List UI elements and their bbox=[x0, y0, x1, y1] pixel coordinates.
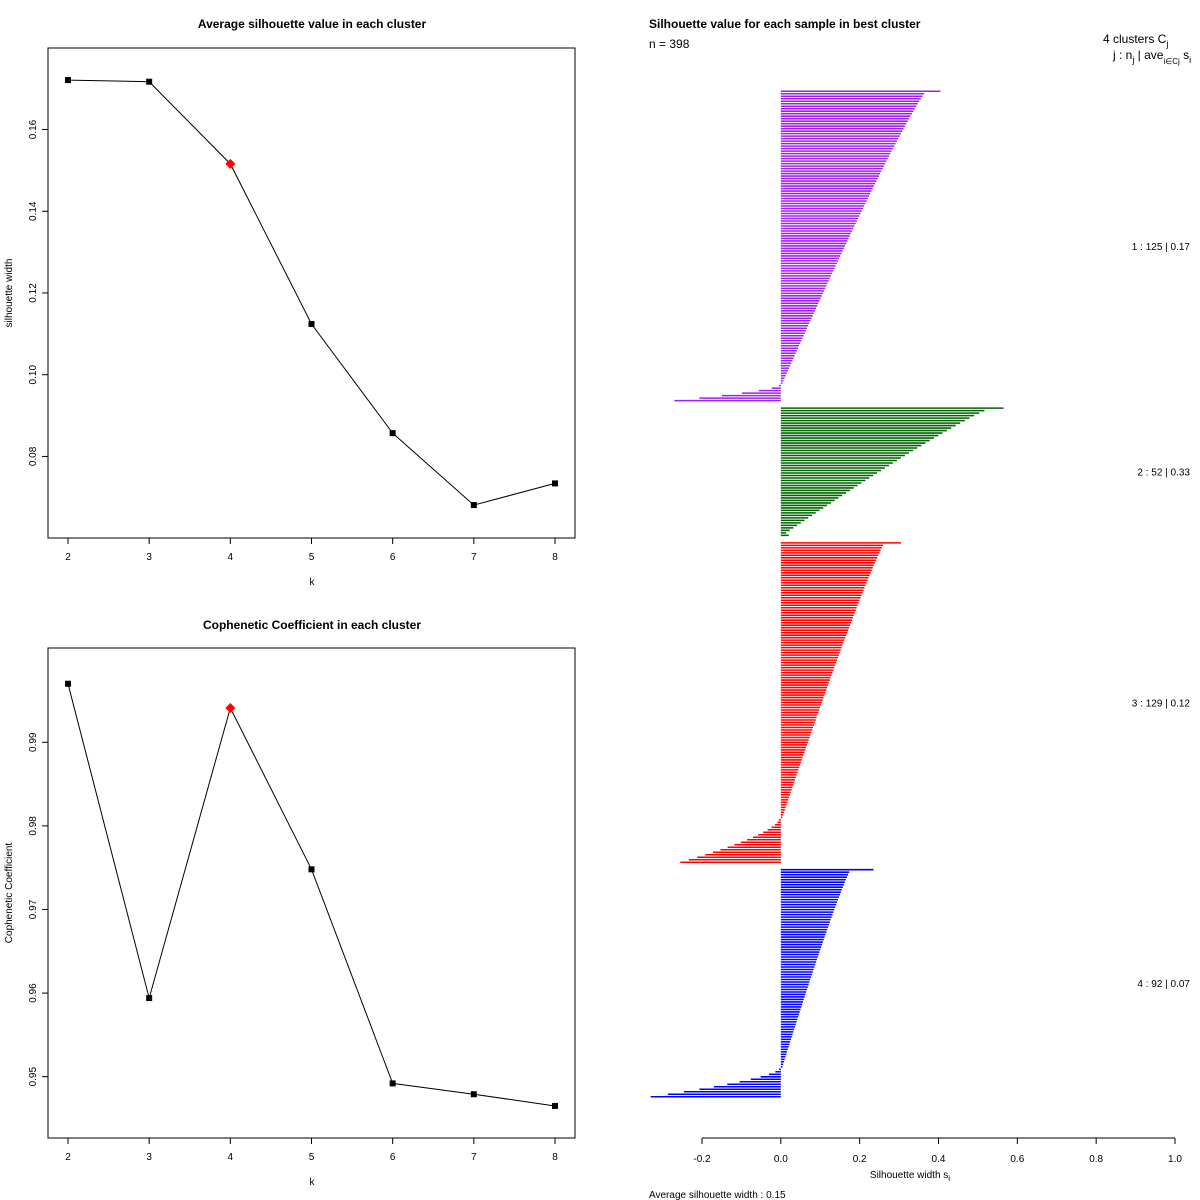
cluster-label-1: 1 : 125 | 0.17 bbox=[1132, 242, 1191, 253]
silhouette-line-chart: Average silhouette value in each cluster… bbox=[4, 17, 576, 588]
chart1-yticks: 0.08 0.10 0.12 0.14 0.16 bbox=[28, 119, 48, 466]
chart3-header-line2: j : nj | avei∈Cj si bbox=[1112, 48, 1191, 66]
chart2-title: Cophenetic Coefficient in each cluster bbox=[203, 618, 421, 632]
chart1-xticks: 2 3 4 5 6 7 8 bbox=[65, 538, 558, 563]
chart2-xtick-label: 6 bbox=[390, 1152, 396, 1163]
chart1-data-point bbox=[552, 480, 558, 487]
chart1-data-point bbox=[470, 502, 477, 509]
chart1-ytick-label: 0.10 bbox=[28, 365, 39, 385]
chart2-ytick-label: 0.99 bbox=[28, 732, 39, 752]
chart1-xtick-label: 7 bbox=[471, 552, 477, 563]
chart2-highlight-point bbox=[225, 702, 236, 713]
chart1-ylabel: silhouette width bbox=[4, 259, 15, 328]
chart2-xtick-label: 7 bbox=[471, 1152, 477, 1163]
chart1-xtick-label: 5 bbox=[309, 552, 315, 563]
chart2-data-point bbox=[389, 1080, 396, 1087]
chart1-xlabel: k bbox=[310, 577, 316, 588]
chart1-data-point bbox=[65, 77, 71, 84]
chart1-data-point bbox=[146, 78, 153, 85]
chart3-title: Silhouette value for each sample in best… bbox=[649, 17, 921, 31]
chart3-xtick-label: -0.2 bbox=[693, 1154, 711, 1165]
chart1-data-point bbox=[389, 430, 396, 437]
chart2-xtick-label: 3 bbox=[146, 1152, 152, 1163]
chart1-ytick-label: 0.08 bbox=[28, 446, 39, 466]
chart1-series bbox=[65, 77, 558, 509]
chart1-xtick-label: 2 bbox=[65, 552, 71, 563]
chart2-data-point bbox=[146, 995, 153, 1002]
cluster-label-3: 3 : 129 | 0.12 bbox=[1132, 699, 1191, 710]
cophenetic-line-chart: Cophenetic Coefficient in each cluster k… bbox=[4, 618, 576, 1188]
chart3-xtick-label: 0.2 bbox=[853, 1154, 867, 1165]
chart2-xticks: 2 3 4 5 6 7 8 bbox=[65, 1138, 558, 1163]
chart3-xtick-label: 0.6 bbox=[1010, 1154, 1024, 1165]
chart1-highlight-point bbox=[225, 158, 236, 169]
chart2-ytick-label: 0.98 bbox=[28, 816, 39, 836]
chart3-xtick-label: 1.0 bbox=[1168, 1154, 1182, 1165]
chart1-xtick-label: 8 bbox=[552, 552, 558, 563]
chart3-header-line1: 4 clusters Cj bbox=[1103, 32, 1168, 49]
chart3-xtick-label: 0.0 bbox=[774, 1154, 788, 1165]
cluster-label-4: 4 : 92 | 0.07 bbox=[1137, 979, 1190, 990]
chart2-xtick-label: 8 bbox=[552, 1152, 558, 1163]
chart2-yticks: 0.95 0.96 0.97 0.98 0.99 bbox=[28, 732, 48, 1086]
chart2-series bbox=[65, 680, 558, 1109]
chart2-data-point bbox=[552, 1102, 558, 1109]
chart2-ylabel: Cophenetic Coefficient bbox=[4, 843, 15, 944]
chart2-ytick-label: 0.96 bbox=[28, 983, 39, 1003]
chart3-xtick-label: 0.8 bbox=[1089, 1154, 1103, 1165]
chart2-data-point bbox=[470, 1091, 477, 1098]
chart1-plot-box bbox=[47, 47, 576, 539]
chart3-xticks: -0.2 0.0 0.2 0.4 0.6 0.8 1.0 bbox=[693, 1138, 1182, 1165]
chart3-n-label: n = 398 bbox=[649, 37, 690, 51]
chart2-data-point bbox=[308, 866, 315, 873]
cluster-label-2: 2 : 52 | 0.33 bbox=[1137, 468, 1190, 479]
chart1-ytick-label: 0.16 bbox=[28, 119, 39, 139]
chart3-xlabel: Silhouette width si bbox=[870, 1170, 950, 1183]
chart3-bars bbox=[650, 90, 1004, 1098]
chart2-xtick-label: 4 bbox=[228, 1152, 234, 1163]
chart1-data-point bbox=[308, 321, 315, 328]
chart1-xtick-label: 3 bbox=[146, 552, 152, 563]
chart2-xlabel: k bbox=[310, 1177, 316, 1188]
chart2-ytick-label: 0.97 bbox=[28, 899, 39, 919]
chart1-xtick-label: 4 bbox=[228, 552, 234, 563]
chart1-series-line bbox=[67, 79, 556, 506]
chart2-plot-box bbox=[47, 647, 576, 1139]
chart2-series-line bbox=[67, 683, 556, 1107]
chart2-xtick-label: 5 bbox=[309, 1152, 315, 1163]
chart1-xtick-label: 6 bbox=[390, 552, 396, 563]
chart2-data-point bbox=[65, 680, 71, 687]
silhouette-bar-chart: Silhouette value for each sample in best… bbox=[649, 17, 1191, 1200]
chart2-xtick-label: 2 bbox=[65, 1152, 71, 1163]
chart3-average-label: Average silhouette width : 0.15 bbox=[649, 1190, 786, 1200]
chart3-cluster-labels: 1 : 125 | 0.17 2 : 52 | 0.33 3 : 129 | 0.1… bbox=[1132, 242, 1191, 990]
chart1-ytick-label: 0.14 bbox=[28, 201, 39, 221]
chart1-ytick-label: 0.12 bbox=[28, 283, 39, 303]
chart3-xtick-label: 0.4 bbox=[932, 1154, 946, 1165]
chart2-ytick-label: 0.95 bbox=[28, 1067, 39, 1087]
chart1-title: Average silhouette value in each cluster bbox=[198, 17, 427, 31]
